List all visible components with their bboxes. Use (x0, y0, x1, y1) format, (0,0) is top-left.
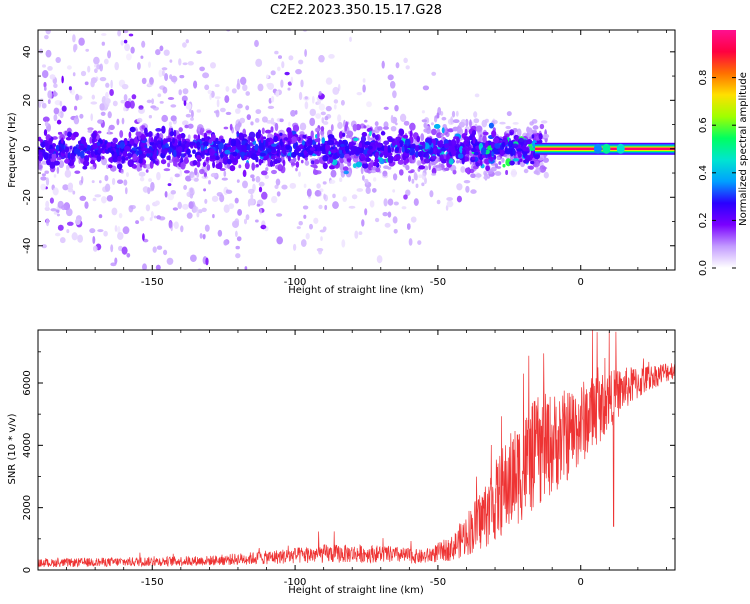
y-tick-label: -20 (22, 189, 33, 205)
x-tick-label: -50 (430, 277, 446, 288)
y-tick-label: -40 (22, 238, 33, 254)
colorbar: 0.0 0.2 0.4 0.6 0.8 Normalized spectral ampl… (698, 30, 749, 276)
x-tick-label: -50 (430, 577, 446, 588)
spectrogram-panel: -150 -100 -50 0 -40 -20 0 20 40 Height of strai… (7, 29, 676, 296)
spectrogram-frame (37, 29, 676, 271)
y-tick-label: 4000 (22, 433, 33, 458)
spectrogram-x-axis: -150 -100 -50 0 (37, 30, 667, 288)
x-tick-label: -150 (141, 277, 164, 288)
snr-x-label: Height of straight line (km) (288, 585, 424, 596)
colorbar-tick-label: 0.6 (698, 117, 709, 133)
colorbar-tick-label: 0.4 (698, 165, 709, 181)
spectrogram-y-axis: -40 -20 0 20 40 (22, 45, 675, 271)
y-tick-label: 20 (22, 94, 33, 107)
spectrogram-x-label: Height of straight line (km) (288, 285, 424, 296)
colorbar-tick-label: 0.0 (698, 260, 709, 276)
snr-y-label: SNR (10 * v/v) (7, 413, 18, 484)
snr-background (38, 330, 675, 570)
colorbar-tick-label: 0.8 (698, 70, 709, 86)
x-tick-label: -100 (284, 277, 307, 288)
colorbar-label: Normalized spectral amplitude (738, 72, 749, 226)
snr-frame (37, 329, 676, 571)
colorbar-tick-label: 0.2 (698, 212, 709, 228)
snr-series-line (38, 330, 675, 568)
y-tick-label: 6000 (22, 370, 33, 395)
colorbar-ticks: 0.0 0.2 0.4 0.6 0.8 (698, 70, 736, 276)
x-tick-label: -150 (141, 577, 164, 588)
snr-panel: -150 -100 -50 0 0 2000 4000 6000 Height of str… (7, 329, 676, 596)
x-tick-label: 0 (578, 277, 584, 288)
x-tick-label: 0 (578, 577, 584, 588)
x-tick-label: -100 (284, 577, 307, 588)
y-tick-label: 0 (22, 567, 33, 573)
spectrogram-layer (38, 30, 675, 270)
snr-y-axis: 0 2000 4000 6000 (22, 351, 675, 573)
y-tick-label: 40 (22, 45, 33, 58)
snr-x-axis: -150 -100 -50 0 (37, 330, 667, 588)
y-tick-label: 0 (22, 146, 33, 152)
colorbar-gradient (712, 30, 736, 268)
figure-title: C2E2.2023.350.15.17.G28 (270, 3, 442, 18)
spectrogram-y-label: Frequency (Hz) (7, 112, 18, 188)
y-tick-label: 2000 (22, 495, 33, 520)
